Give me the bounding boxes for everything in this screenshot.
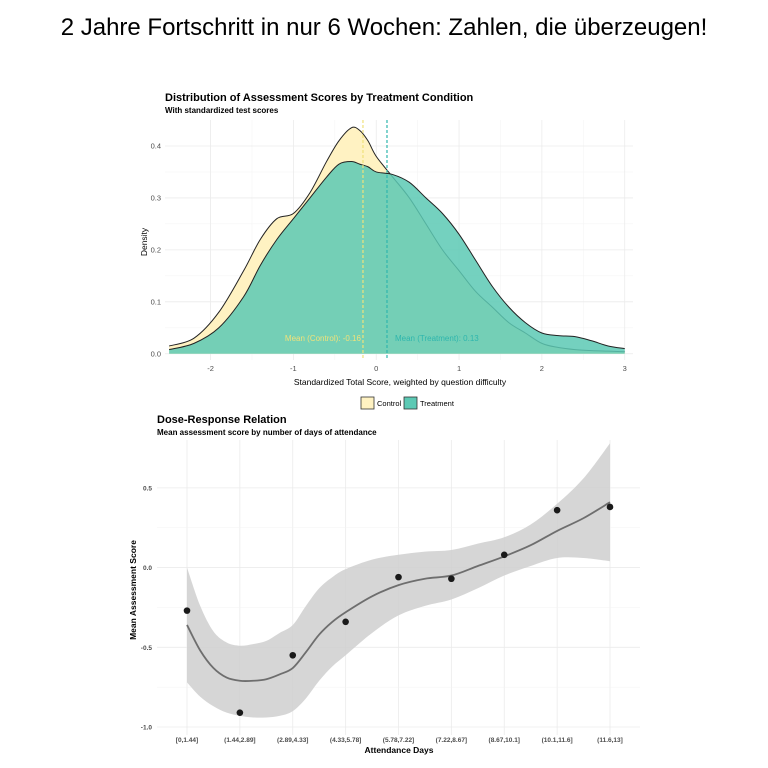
dose-x-tick-label: (4.33,5.78] [330, 737, 361, 744]
density-y-tick-label: 0.2 [151, 245, 161, 254]
legend-label-treatment: Treatment [420, 399, 455, 408]
legend-swatch-control [360, 396, 375, 410]
dose-y-tick-label: -0.5 [141, 645, 153, 652]
density-x-tick-label: 3 [623, 364, 627, 373]
dose-x-tick-label: (1.44,2.89] [224, 737, 255, 744]
density-area-treatment [169, 161, 625, 354]
density-y-tick-label: 0.3 [151, 193, 161, 202]
dose-y-tick-label: 0.0 [143, 565, 152, 572]
dose-point [289, 651, 297, 659]
density-x-tick-label: 2 [540, 364, 544, 373]
density-y-axis-label: Density [139, 227, 149, 256]
density-x-tick-label: 1 [457, 364, 461, 373]
dose-points [183, 503, 614, 716]
density-x-axis-label: Standardized Total Score, weighted by qu… [294, 377, 507, 387]
density-x-tick-label: -1 [290, 364, 297, 373]
dose-chart-subtitle: Mean assessment score by number of days … [157, 428, 377, 437]
dose-x-tick-label: (7.22,8.67] [436, 737, 467, 744]
dose-x-tick-label: (8.67,10.1] [489, 737, 520, 744]
density-chart-title: Distribution of Assessment Scores by Tre… [165, 92, 474, 104]
dose-y-tick-label: 0.5 [143, 485, 152, 492]
density-y-tick-label: 0.0 [151, 349, 161, 358]
density-chart-subtitle: With standardized test scores [165, 106, 279, 115]
dose-y-tick-label: -1.0 [141, 725, 153, 732]
density-areas [168, 126, 625, 354]
dose-smooth-line [186, 501, 611, 682]
dose-point [500, 551, 508, 559]
density-x-tick-label: 0 [374, 364, 378, 373]
dose-x-tick-label: [0,1.44] [176, 737, 198, 744]
dose-point [395, 573, 402, 581]
dose-x-tick-label: (2.89,4.33] [277, 737, 308, 744]
dose-x-tick-label: (11.6,13] [597, 737, 623, 744]
dose-x-tick-label: (5.78,7.22] [383, 737, 414, 744]
dose-x-axis-label: Attendance Days [365, 745, 434, 755]
dose-chart-title: Dose-Response Relation [157, 414, 287, 426]
density-mean-label-control: Mean (Control): -0.16 [285, 334, 362, 343]
dose-point [606, 503, 614, 511]
page-headline: 2 Jahre Fortschritt in nur 6 Wochen: Zah… [60, 14, 708, 41]
dose-x-tick-label: (10.1,11.6] [542, 737, 573, 744]
legend-swatch-treatment [403, 396, 418, 410]
dose-point [553, 506, 561, 514]
density-outline-treatment [169, 161, 625, 351]
legend-label-control: Control [377, 399, 402, 408]
dose-point [342, 618, 349, 626]
density-tick-labels: -2 -1 0 1 2 3 0.0 0.1 0.2 0.3 0.4 [151, 141, 627, 373]
density-legend: Control Treatment [360, 396, 455, 410]
dose-point [236, 709, 244, 716]
dose-smooth-curve [186, 501, 611, 682]
dose-tick-labels: [0,1.44] (1.44,2.89] (2.89,4.33] (4.33,5.78… [141, 485, 623, 744]
density-mean-label-treatment: Mean (Treatment): 0.13 [395, 334, 479, 343]
density-y-tick-label: 0.1 [151, 297, 161, 306]
dose-y-axis-label: Mean Assessment Score [128, 540, 138, 640]
density-mean-lines: Mean (Control): -0.16 Mean (Treatment): 0… [285, 120, 479, 360]
dose-point [448, 575, 455, 583]
density-x-tick-label: -2 [207, 364, 214, 373]
dose-point [183, 607, 191, 614]
density-y-tick-label: 0.4 [151, 141, 161, 150]
